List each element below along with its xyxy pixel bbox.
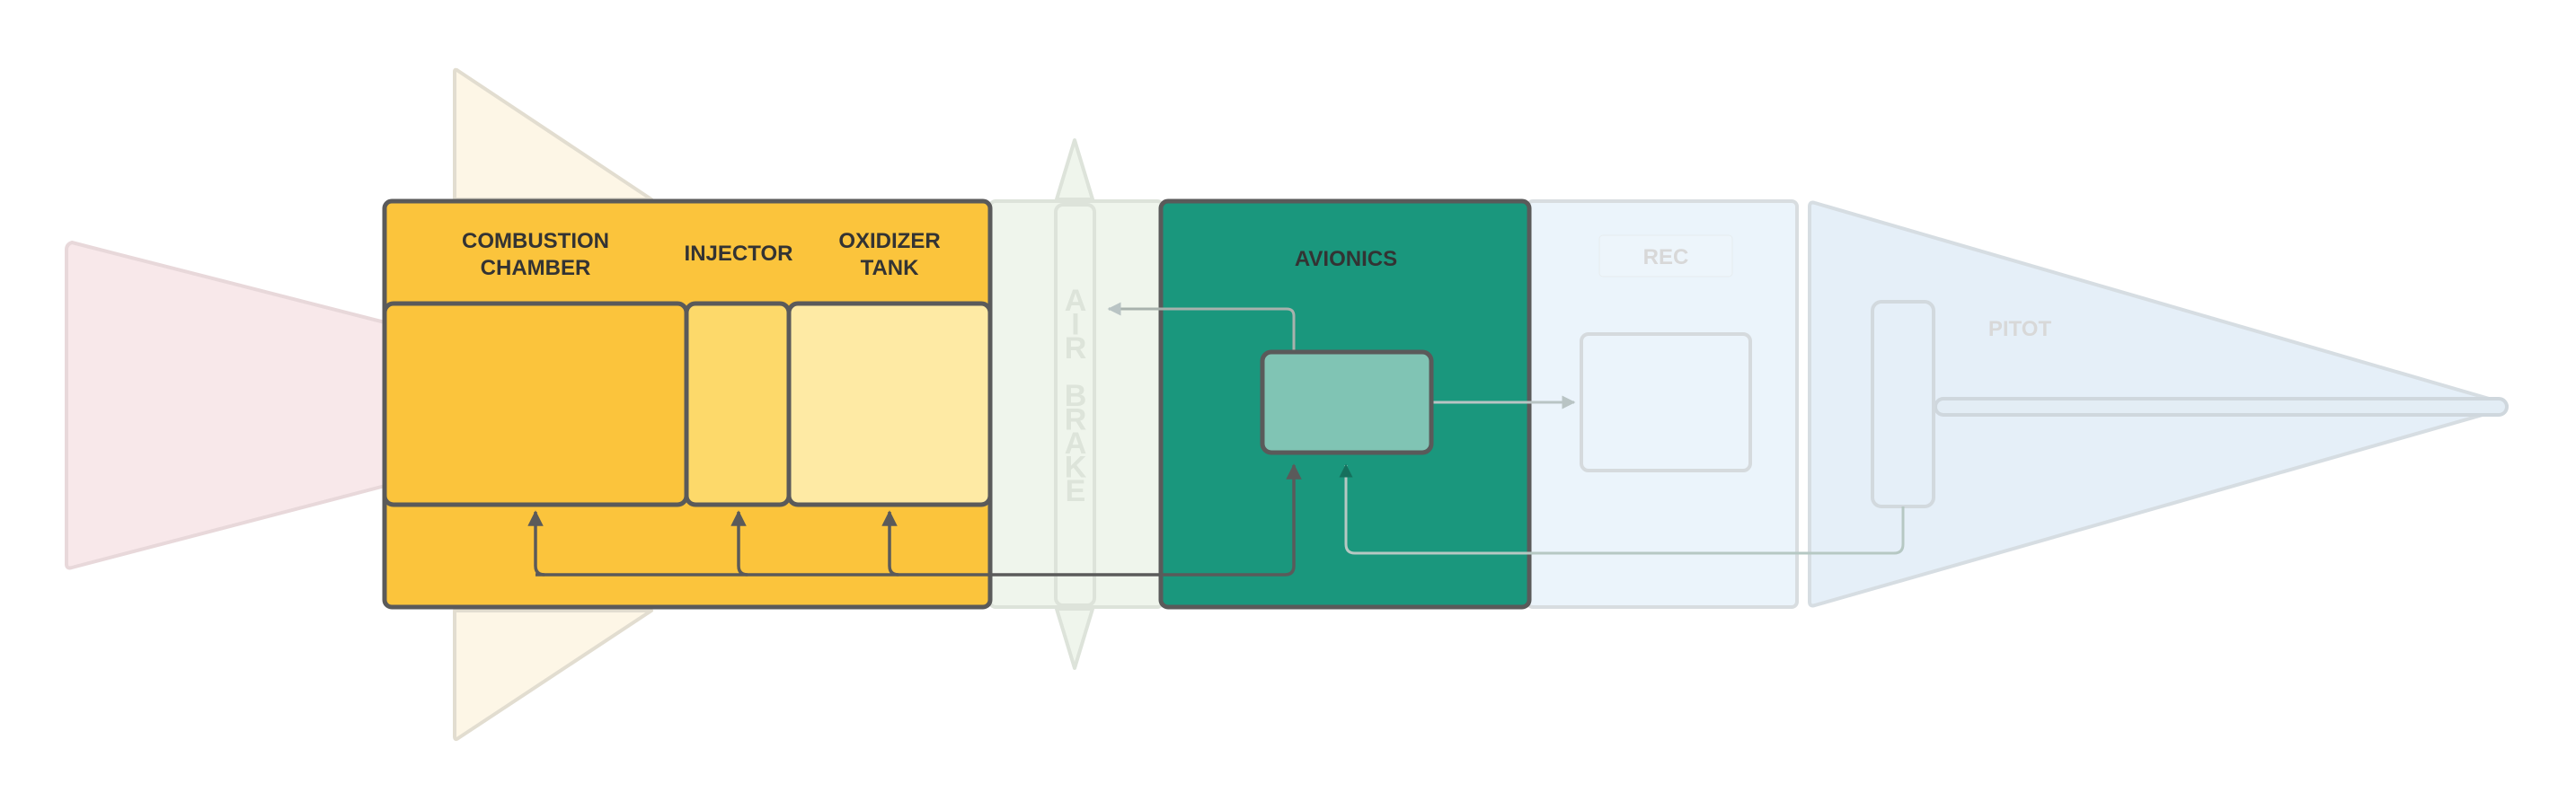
pitot-sensor bbox=[1871, 300, 1935, 508]
air-brake-letter: B bbox=[1065, 379, 1087, 413]
rec-label-box bbox=[1598, 234, 1733, 277]
nozzle bbox=[65, 241, 397, 570]
oxidizer-tank-connector bbox=[881, 510, 899, 577]
air-brake-letter: R bbox=[1065, 331, 1087, 365]
combustion-chamber-label-line2: CHAMBER bbox=[481, 256, 591, 280]
air-brake-letter: E bbox=[1066, 474, 1086, 508]
pitot-tube bbox=[1934, 397, 2509, 417]
top-fin bbox=[453, 67, 653, 201]
rec-label: REC bbox=[1643, 245, 1689, 269]
oxidizer-tank bbox=[786, 301, 993, 507]
bottom-fin bbox=[453, 609, 653, 742]
propulsion-control-bus bbox=[536, 463, 1302, 577]
air-brake-letter: A bbox=[1065, 427, 1087, 461]
combustion-chamber bbox=[382, 301, 689, 507]
pitot-data-connector bbox=[1339, 463, 1905, 555]
flight-computer bbox=[1260, 349, 1434, 455]
avionics-label: AVIONICS bbox=[1295, 247, 1397, 271]
recovery-module bbox=[1580, 332, 1752, 472]
air-brake-top-tip bbox=[1055, 138, 1094, 201]
injector-connector bbox=[730, 510, 748, 577]
air-brake-letter: A bbox=[1065, 284, 1087, 318]
air-brake-rod bbox=[1054, 203, 1096, 607]
injector bbox=[684, 301, 792, 507]
injector-label: INJECTOR bbox=[685, 242, 793, 266]
combustion-chamber-label-line1: COMBUSTION bbox=[462, 229, 609, 253]
air-brake-letter: R bbox=[1065, 403, 1087, 437]
airbrake-control-connector bbox=[1107, 302, 1296, 352]
air-brake-letter: I bbox=[1071, 308, 1079, 342]
pitot-label: PITOT bbox=[1988, 317, 2052, 341]
combustion-chamber-connector bbox=[527, 510, 545, 577]
air-brake-letter: K bbox=[1065, 451, 1087, 485]
oxidizer-tank-label-line1: OXIDIZER bbox=[838, 229, 940, 253]
air-brake-bottom-tip bbox=[1055, 607, 1094, 670]
oxidizer-tank-label-line2: TANK bbox=[861, 256, 920, 280]
